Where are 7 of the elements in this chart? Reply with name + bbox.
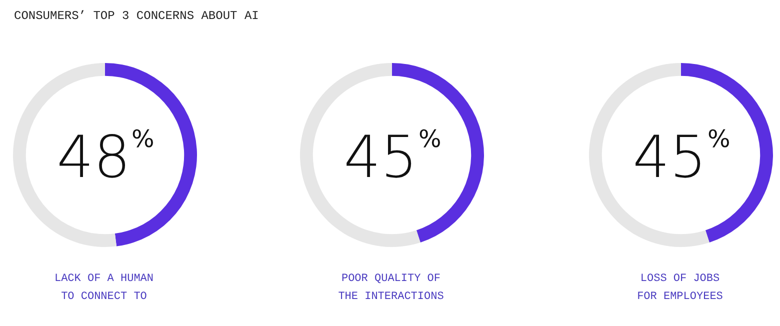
text: POOR QUALITY OF THE INTERACTIONS bbox=[337, 272, 445, 305]
text: LACK OF A HUMAN TO CONNECT TO bbox=[53, 272, 155, 305]
data-label: 45% bbox=[344, 123, 442, 191]
data-label: 48% bbox=[56, 123, 154, 191]
data-label: 45% bbox=[632, 123, 730, 191]
chart-title: CONSUMERS’ TOP 3 CONCERNS ABOUT AI bbox=[14, 9, 259, 23]
text: LOSS OF JOBS FOR EMPLOYEES bbox=[636, 272, 724, 305]
